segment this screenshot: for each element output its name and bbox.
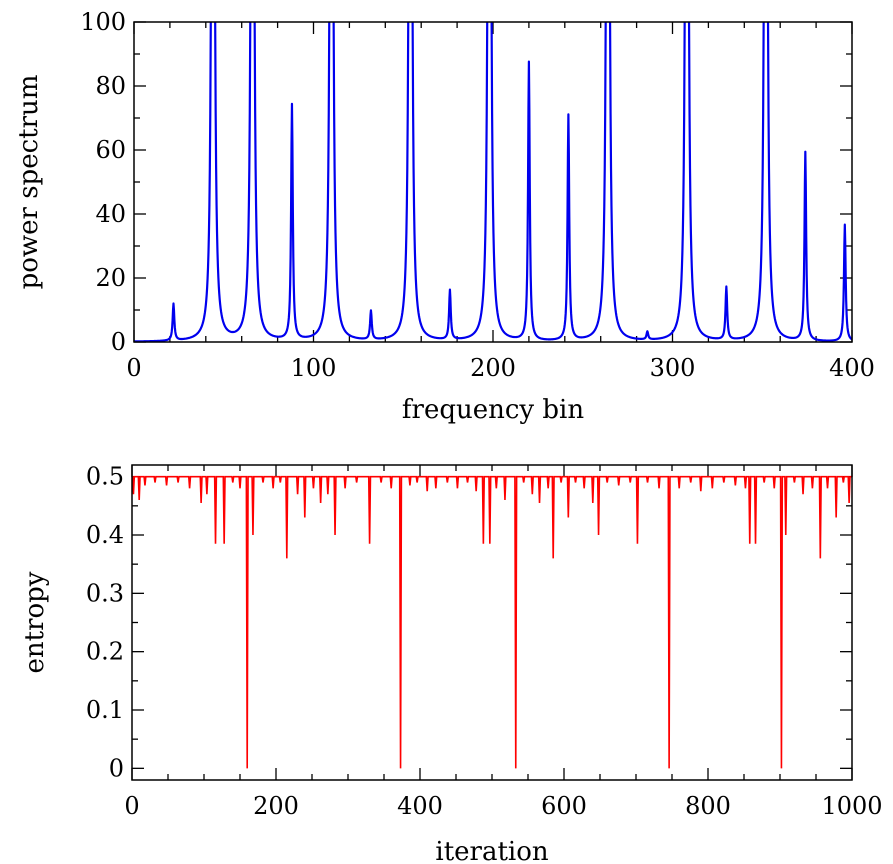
entropy-y-axis-label: entropy <box>20 571 50 673</box>
y-tick-label: 20 <box>95 264 126 292</box>
y-tick-label: 0.2 <box>86 638 124 666</box>
y-tick-label: 80 <box>95 72 126 100</box>
power-spectrum-plot-frame <box>133 21 853 343</box>
y-tick-label: 0.3 <box>86 579 124 607</box>
entropy-plot-frame <box>131 464 853 781</box>
y-tick-label: 0 <box>111 328 126 356</box>
x-tick-label: 400 <box>397 792 443 820</box>
power-spectrum-ticks <box>133 21 853 343</box>
power-spectrum-tick-labels: 0 100 200 300 400 0 20 40 60 80 100 <box>80 8 875 382</box>
x-tick-label: 600 <box>541 792 587 820</box>
x-tick-label: 300 <box>650 354 696 382</box>
y-tick-label: 0.1 <box>86 696 124 724</box>
power-spectrum-series-line <box>134 22 852 342</box>
y-tick-label: 0.4 <box>86 521 124 549</box>
x-tick-label: 1000 <box>821 792 882 820</box>
x-tick-label: 100 <box>291 354 337 382</box>
x-tick-label: 0 <box>126 354 141 382</box>
entropy-x-axis-label: iteration <box>435 837 548 864</box>
y-tick-label: 0 <box>109 754 124 782</box>
entropy-ticks <box>131 465 853 780</box>
power-spectrum-x-axis-label: frequency bin <box>402 395 584 425</box>
x-tick-label: 800 <box>685 792 731 820</box>
x-tick-label: 200 <box>470 354 516 382</box>
entropy-series-line <box>132 475 852 769</box>
y-tick-label: 100 <box>80 8 126 36</box>
y-tick-label: 40 <box>95 200 126 228</box>
power-spectrum-y-axis-label: power spectrum <box>14 75 44 290</box>
x-tick-label: 0 <box>124 792 139 820</box>
y-tick-label: 60 <box>95 136 126 164</box>
entropy-panel: 0 200 400 600 800 1000 0 0.1 0.2 0.3 0.4 0.5 iterat… <box>20 463 883 864</box>
y-tick-label: 0.5 <box>86 463 124 491</box>
x-tick-label: 200 <box>253 792 299 820</box>
entropy-tick-labels: 0 200 400 600 800 1000 0 0.1 0.2 0.3 0.4 0.5 <box>86 463 883 820</box>
x-tick-label: 400 <box>829 354 875 382</box>
